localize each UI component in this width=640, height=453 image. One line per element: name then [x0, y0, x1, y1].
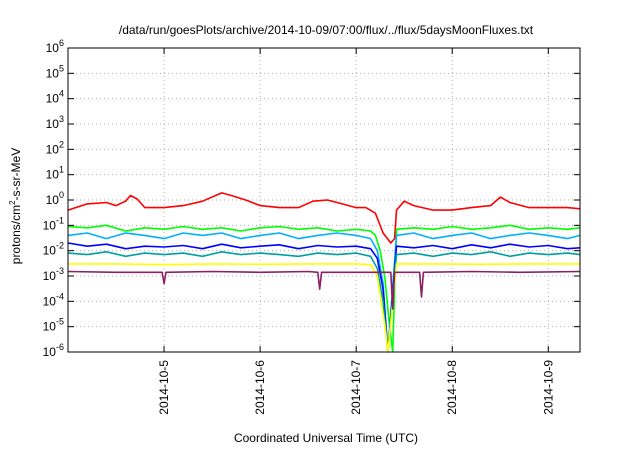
series-line-2 — [67, 224, 581, 353]
series-line-3 — [67, 232, 581, 353]
y-tick-label: 10-5 — [43, 317, 64, 334]
y-tick-base: 10 — [43, 244, 57, 258]
y-tick-exp: 3 — [59, 114, 64, 124]
y-tick-label: 103 — [46, 114, 64, 131]
y-tick-base: 10 — [46, 117, 60, 131]
y-tick-label: 104 — [46, 89, 64, 106]
y-tick-label: 100 — [46, 190, 64, 207]
y-tick-exp: -3 — [56, 266, 64, 276]
series-line-6 — [68, 263, 580, 353]
y-axis-label-sup: 2 — [8, 200, 17, 205]
y-tick-label: 10-1 — [43, 215, 64, 232]
y-tick-base: 10 — [43, 294, 57, 308]
y-tick-base: 10 — [43, 345, 57, 359]
y-tick-base: 10 — [46, 41, 60, 55]
y-tick-label: 10-6 — [43, 342, 64, 359]
y-tick-exp: 2 — [59, 139, 64, 149]
y-tick-base: 10 — [43, 218, 57, 232]
y-tick-label: 10-3 — [43, 266, 64, 283]
x-axis-label: Coordinated Universal Time (UTC) — [234, 431, 418, 445]
y-tick-label: 10-2 — [43, 241, 64, 258]
series-line-1 — [67, 192, 581, 244]
y-tick-base: 10 — [43, 320, 57, 334]
y-tick-exp: -2 — [56, 241, 64, 251]
x-tick-label: 2014-10-7 — [349, 360, 363, 415]
y-axis-label-main: protons/cm — [9, 205, 23, 264]
series-line-5 — [67, 251, 581, 353]
y-tick-label: 105 — [46, 63, 64, 80]
y-tick-label: 101 — [46, 165, 64, 182]
series-line-7 — [67, 270, 581, 310]
y-tick-base: 10 — [46, 142, 60, 156]
x-axis: 2014-10-5 2014-10-6 2014-10-7 2014-10-8 2014… — [157, 48, 555, 415]
y-tick-exp: -1 — [56, 215, 64, 225]
y-tick-exp: 1 — [59, 165, 64, 175]
y-tick-base: 10 — [46, 193, 60, 207]
x-tick-label: 2014-10-6 — [253, 360, 267, 415]
y-tick-label: 10-4 — [43, 291, 64, 308]
y-tick-exp: -5 — [56, 317, 64, 327]
y-tick-exp: -4 — [56, 291, 64, 301]
series-layer — [67, 192, 581, 353]
y-tick-exp: -6 — [56, 342, 64, 352]
y-tick-base: 10 — [46, 92, 60, 106]
y-axis: 10-610-510-410-310-210-11001011021031041… — [43, 38, 580, 359]
y-axis-label-tail: -s-sr-MeV — [9, 148, 23, 201]
x-tick-label: 2014-10-9 — [541, 360, 555, 415]
y-tick-base: 10 — [43, 269, 57, 283]
y-axis-label: protons/cm2-s-sr-MeV — [8, 148, 23, 264]
x-tick-label: 2014-10-8 — [445, 360, 459, 415]
y-tick-exp: 6 — [59, 38, 64, 48]
y-tick-exp: 5 — [59, 63, 64, 73]
y-tick-label: 102 — [46, 139, 64, 156]
y-tick-base: 10 — [46, 66, 60, 80]
y-tick-exp: 0 — [59, 190, 64, 200]
chart-title: /data/run/goesPlots/archive/2014-10-09/0… — [119, 23, 534, 37]
y-tick-label: 106 — [46, 38, 64, 55]
y-tick-base: 10 — [46, 168, 60, 182]
x-tick-label: 2014-10-5 — [157, 360, 171, 415]
y-tick-exp: 4 — [59, 89, 64, 99]
series-line-4 — [67, 242, 581, 353]
